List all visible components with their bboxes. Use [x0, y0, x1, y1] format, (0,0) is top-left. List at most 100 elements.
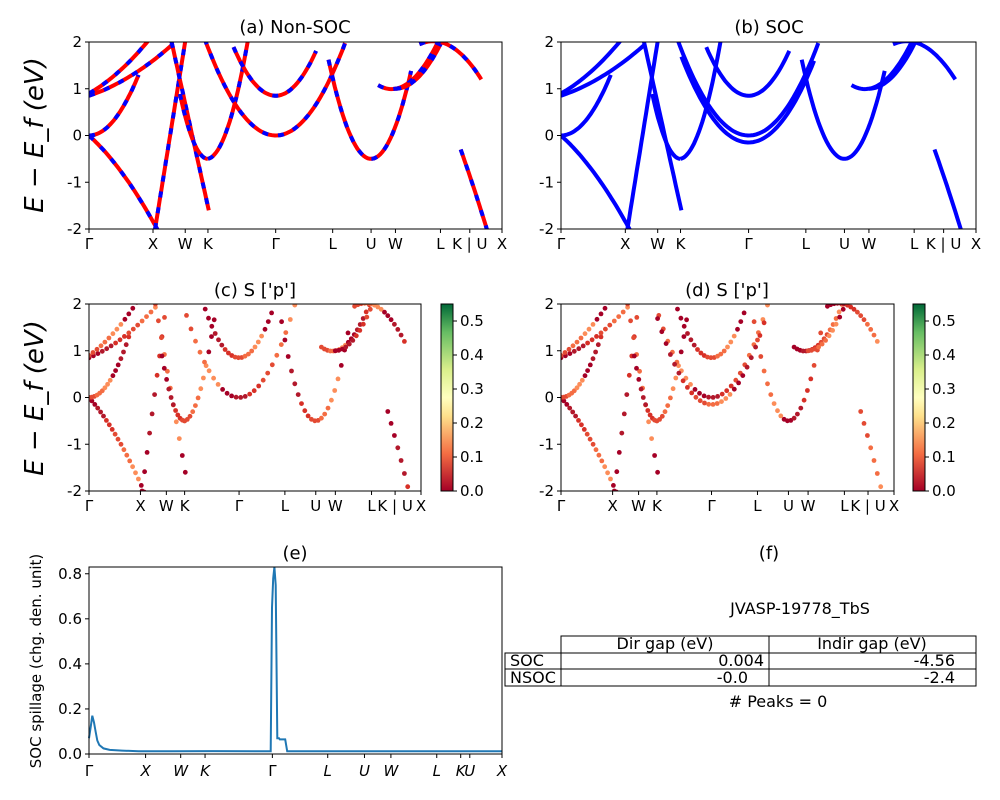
x-tick-label: U — [366, 235, 377, 253]
band-point — [101, 413, 106, 419]
band-point — [360, 321, 366, 327]
band-line — [169, 42, 211, 211]
x-tick-label: K — [456, 762, 467, 780]
band-point — [392, 321, 397, 327]
band-point — [611, 488, 617, 491]
band-point — [212, 331, 218, 336]
band-point — [168, 395, 174, 400]
colorbar-tick-label: 0.1 — [460, 448, 484, 466]
x-tick-label: K — [676, 235, 687, 253]
axes-frame-a — [88, 41, 503, 230]
band-point — [855, 267, 860, 272]
band-point — [269, 310, 274, 316]
band-point — [858, 255, 863, 260]
x-tick-label: Γ — [268, 762, 277, 780]
band-point — [833, 316, 839, 321]
band-point — [638, 386, 644, 392]
band-point — [130, 305, 136, 311]
band-point — [299, 401, 304, 406]
y-tick-label: -2 — [67, 482, 82, 500]
band-point — [580, 343, 586, 349]
band-point — [828, 304, 834, 308]
x-tick-label: K | U — [452, 235, 487, 253]
band-point — [162, 315, 167, 320]
band-point — [95, 351, 101, 356]
band-point — [375, 289, 380, 294]
x-tick-label: W — [631, 497, 646, 515]
band-point — [148, 309, 154, 315]
band-point — [159, 335, 164, 341]
band-point — [375, 304, 381, 310]
band-point — [865, 433, 870, 438]
material-id: JVASP-19778_TbS — [729, 599, 870, 619]
band-point — [122, 316, 128, 322]
band-point — [108, 343, 114, 349]
x-tick-label: L — [367, 497, 376, 515]
table-header-dir: Dir gap (eV) — [617, 634, 714, 653]
colorbar-tick-label: 0.3 — [932, 380, 956, 398]
band-point — [379, 267, 384, 272]
axes-frame-b — [560, 41, 977, 230]
band-point — [570, 409, 576, 415]
band-point — [206, 349, 212, 355]
band-point — [398, 332, 404, 338]
band-point — [585, 340, 590, 346]
band-point — [736, 380, 741, 386]
y-tick-label: 2 — [72, 295, 82, 313]
x-tick-label: K — [652, 497, 663, 515]
band-point — [139, 318, 145, 324]
band-line — [679, 55, 816, 145]
band-point — [153, 304, 158, 307]
band-point — [113, 340, 118, 346]
y-tick-label: 1 — [544, 80, 554, 98]
table-row-nsoc — [504, 668, 977, 687]
band-point — [715, 394, 720, 399]
band-point — [203, 363, 209, 369]
band-point — [126, 334, 132, 340]
band-point — [678, 315, 684, 321]
ylabel-middle: E − E_f (eV) — [20, 320, 50, 476]
y-tick-label: 0.8 — [58, 565, 82, 583]
x-tick-label: X — [148, 235, 158, 253]
x-tick-label: W — [159, 497, 174, 515]
x-tick-label: K — [180, 497, 191, 515]
band-point — [102, 339, 108, 345]
band-point — [619, 281, 624, 286]
panel-c-title: (c) S ['p'] — [214, 280, 296, 301]
band-point — [849, 277, 854, 282]
y-tick-label: 2 — [72, 33, 82, 51]
band-point — [625, 304, 630, 310]
band-point — [611, 318, 617, 324]
band-point — [614, 469, 620, 475]
band-point — [121, 349, 126, 355]
band-point — [858, 409, 864, 414]
y-tick-label: -1 — [539, 173, 554, 191]
band-point — [292, 381, 298, 387]
table-cell: -4.56 — [914, 651, 955, 670]
band-point — [164, 377, 170, 382]
band-point — [605, 470, 610, 476]
band-point — [176, 436, 182, 441]
band-point — [385, 255, 390, 260]
band-point — [110, 331, 116, 337]
colorbar-gradient — [440, 303, 454, 492]
band-point — [182, 469, 188, 475]
x-tick-label: L — [840, 497, 849, 515]
band-point — [645, 408, 651, 413]
band-point — [643, 402, 648, 408]
band-point — [888, 526, 893, 531]
band-point — [249, 348, 255, 354]
band-point — [193, 403, 198, 408]
band-point — [878, 484, 884, 490]
band-point — [226, 350, 231, 356]
band-point — [681, 334, 687, 339]
band-point — [209, 334, 214, 339]
band-point — [360, 316, 366, 321]
x-tick-label: X — [416, 497, 426, 515]
band-point — [710, 395, 716, 400]
colorbar-tick-label: 0.1 — [932, 448, 956, 466]
band-point — [179, 453, 185, 458]
band-point — [118, 441, 124, 447]
band-point — [130, 464, 136, 470]
band-point — [649, 436, 654, 441]
